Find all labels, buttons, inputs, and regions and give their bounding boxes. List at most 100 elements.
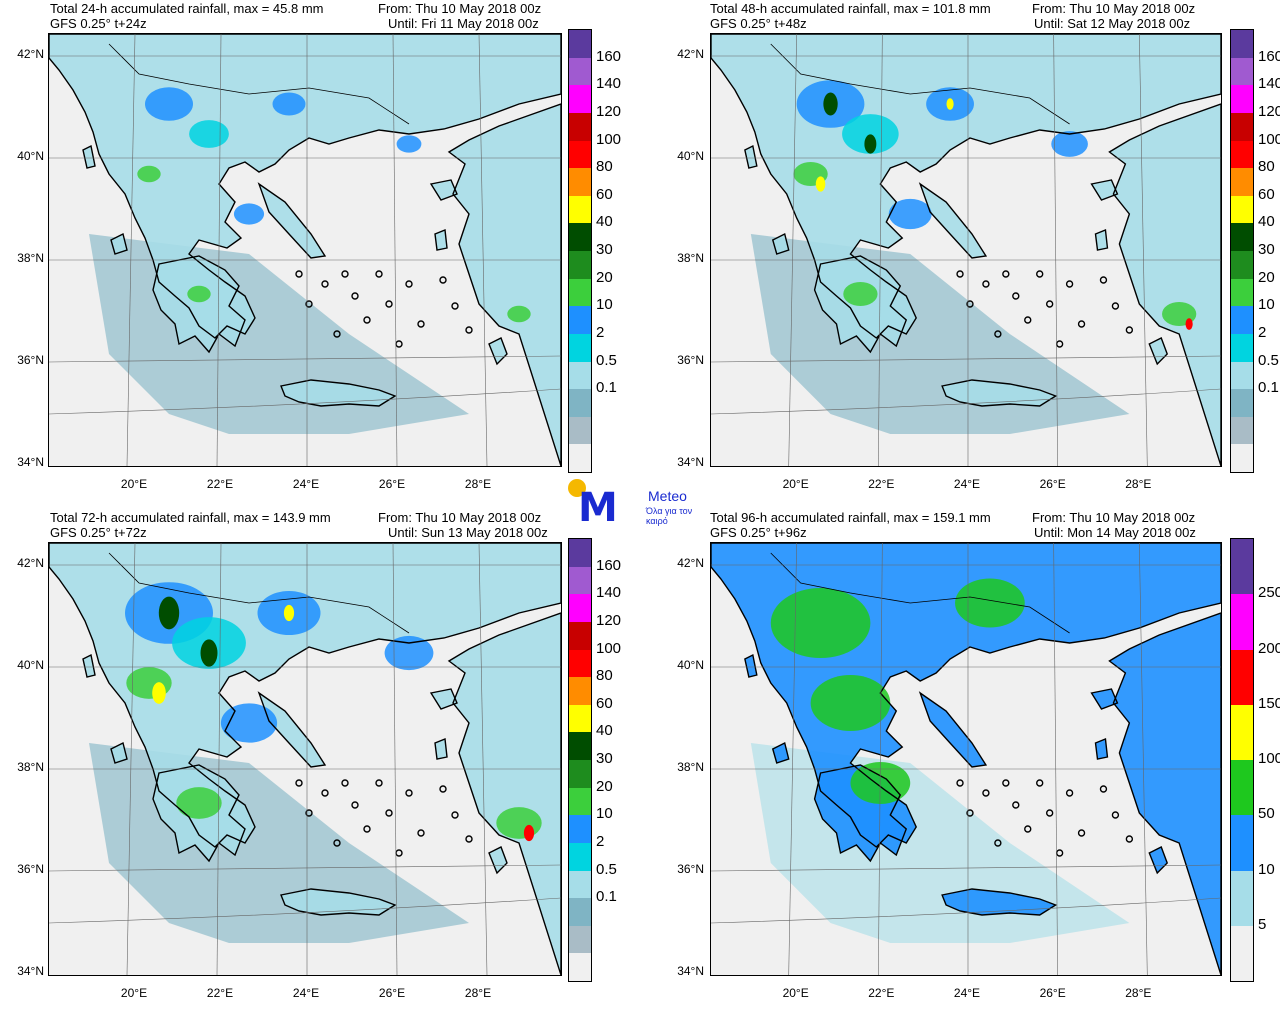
island-outline <box>295 779 303 787</box>
coastline <box>257 182 327 259</box>
colorbar-label: 80 <box>1258 158 1275 176</box>
island-outline <box>1111 302 1120 310</box>
island-outline <box>1024 825 1032 833</box>
coastline <box>429 179 458 201</box>
coastline <box>1148 337 1169 366</box>
island-outline <box>333 330 341 338</box>
island-outline <box>1002 270 1010 278</box>
longitude-label: 24°E <box>292 986 320 1000</box>
latitude-label: 36°N <box>677 353 704 367</box>
coastline <box>110 741 128 764</box>
rain-contour <box>111 743 127 763</box>
country-border <box>770 43 1070 125</box>
longitude-label: 22°E <box>206 477 234 491</box>
colorbar-segment <box>569 925 591 954</box>
island-outline <box>305 300 313 308</box>
colorbar-label: 0.1 <box>1258 379 1279 397</box>
longitude-line <box>216 34 222 466</box>
colorbar-label: 0.5 <box>596 351 617 369</box>
colorbar-segment <box>1231 389 1253 417</box>
colorbar-label: 40 <box>1258 213 1275 231</box>
panel-from: From: Thu 10 May 2018 00z <box>1032 1 1196 16</box>
rain-contour <box>1149 847 1168 873</box>
logo-mark: M <box>578 485 618 531</box>
rain-contour <box>281 380 395 406</box>
rain-peak <box>946 98 954 110</box>
coastline <box>1108 612 1221 975</box>
colorbar-segment <box>569 30 591 58</box>
colorbar-label: 40 <box>596 722 613 740</box>
country-border <box>108 552 410 634</box>
colorbar-segment <box>569 677 591 705</box>
map-canvas <box>49 543 561 975</box>
colorbar-segment <box>569 898 591 926</box>
rain-contour <box>281 889 395 915</box>
colorbar-segment <box>569 649 591 678</box>
colorbar-segment <box>1231 539 1253 595</box>
coastlines <box>49 34 561 466</box>
rain-core <box>145 87 193 121</box>
colorbar-segment <box>1231 444 1253 472</box>
island-outline <box>363 316 371 324</box>
longitude-line <box>216 543 222 975</box>
island-outline <box>1111 811 1120 819</box>
coastline <box>941 379 1058 407</box>
coastline <box>49 34 561 339</box>
colorbar-segment <box>1231 30 1253 58</box>
colorbar-segment <box>1231 760 1253 816</box>
colorbar-label: 20 <box>596 777 613 795</box>
latitude-line <box>49 355 561 363</box>
island-outline <box>982 789 990 797</box>
latitude-label: 38°N <box>17 760 44 774</box>
latitude-label: 40°N <box>677 149 704 163</box>
colorbar-label: 10 <box>1258 296 1275 314</box>
colorbar-segment <box>569 85 591 113</box>
colorbar-label: 100 <box>1258 130 1280 148</box>
colorbar-label: 5 <box>1258 915 1267 933</box>
island-outline <box>363 825 371 833</box>
rain-contour <box>1095 739 1108 759</box>
island-outline <box>295 270 303 278</box>
colorbar-label: 20 <box>1258 268 1275 286</box>
latitude-label: 38°N <box>677 760 704 774</box>
longitude-label: 22°E <box>868 986 895 1000</box>
coastline <box>49 543 561 848</box>
colorbar-segment <box>569 787 591 816</box>
longitude-label: 20°E <box>782 477 809 491</box>
coastline <box>813 764 908 863</box>
colorbar-label: 10 <box>1258 860 1275 878</box>
colorbar-segment <box>1231 361 1253 390</box>
panel-model: GFS 0.25° t+96z <box>710 525 807 540</box>
island-outline <box>351 801 359 809</box>
colorbar-segment <box>569 278 591 307</box>
latitude-label: 40°N <box>17 149 44 163</box>
rainfall-map <box>710 542 1222 976</box>
island-outline <box>1125 835 1134 843</box>
longitude-line <box>788 34 797 466</box>
colorbar-segment <box>1231 140 1253 169</box>
coastline <box>1108 103 1221 466</box>
coastline <box>447 103 561 466</box>
colorbar-segment <box>569 594 591 622</box>
island-outline <box>351 292 359 300</box>
longitude-line <box>878 34 883 466</box>
colorbar-segment <box>569 704 591 733</box>
latitude-label: 36°N <box>17 353 44 367</box>
sun-icon <box>568 479 586 497</box>
rain-contour <box>1109 104 1221 466</box>
colorbar-segment <box>1231 223 1253 251</box>
panel-until: Until: Mon 14 May 2018 00z <box>1034 525 1196 540</box>
island-outline <box>341 779 349 787</box>
latitude-label: 38°N <box>17 251 44 265</box>
rain-contour <box>1095 230 1108 250</box>
coastline <box>280 379 397 407</box>
colorbar <box>1230 29 1254 473</box>
island-outline <box>465 326 473 334</box>
rain-peak <box>523 824 535 842</box>
island-outline <box>417 829 425 837</box>
colorbar-label: 160 <box>596 47 622 65</box>
panel-title: Total 96-h accumulated rainfall, max = 1… <box>710 510 991 525</box>
longitude-label: 28°E <box>464 986 492 1000</box>
rain-peak <box>815 176 826 192</box>
latitude-label: 36°N <box>677 862 704 876</box>
